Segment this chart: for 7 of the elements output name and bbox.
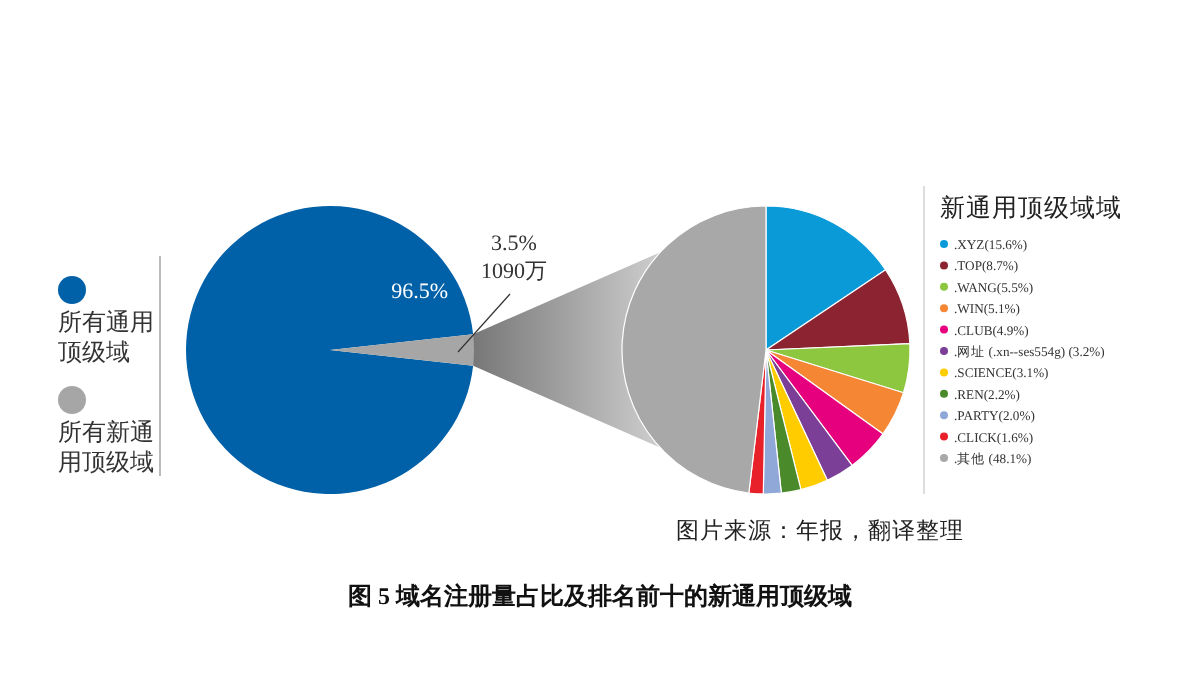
data-label: 96.5% bbox=[391, 280, 449, 305]
text: 图片来源：年报，翻译整理 bbox=[676, 518, 964, 544]
legend-label: 所有新通用顶级域 bbox=[58, 418, 154, 476]
text: 图 5 域名注册量占比及排名前十的新通用顶级域 bbox=[348, 582, 852, 610]
legend-title: 新通用顶级域域 bbox=[940, 194, 1122, 222]
legend-label: 所有通用顶级域 bbox=[58, 308, 154, 366]
data-label: 3.5% 1090万 bbox=[481, 232, 547, 284]
